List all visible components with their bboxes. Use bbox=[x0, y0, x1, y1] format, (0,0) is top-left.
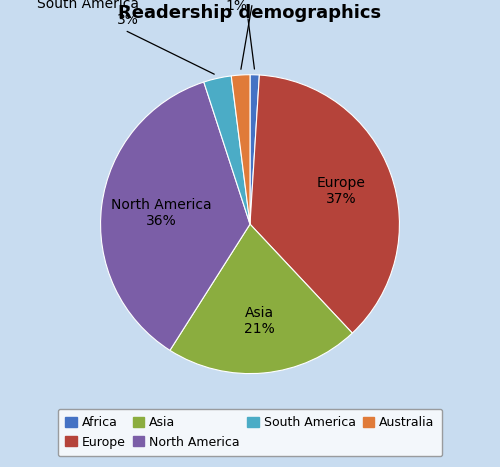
Text: Australia
2%: Australia 2% bbox=[224, 0, 286, 69]
Wedge shape bbox=[100, 82, 250, 350]
Text: Africa
1%: Africa 1% bbox=[226, 0, 266, 69]
Legend: Africa, Europe, Asia, North America, South America, Australia: Africa, Europe, Asia, North America, Sou… bbox=[58, 409, 442, 456]
Wedge shape bbox=[204, 76, 250, 224]
Text: North America
36%: North America 36% bbox=[110, 198, 212, 228]
Wedge shape bbox=[250, 75, 260, 224]
Title: Readership demographics: Readership demographics bbox=[118, 4, 382, 22]
Text: South America
3%: South America 3% bbox=[37, 0, 214, 74]
Wedge shape bbox=[232, 75, 250, 224]
Wedge shape bbox=[170, 224, 352, 374]
Text: Europe
37%: Europe 37% bbox=[317, 176, 366, 206]
Text: Asia
21%: Asia 21% bbox=[244, 306, 274, 336]
Wedge shape bbox=[250, 75, 400, 333]
